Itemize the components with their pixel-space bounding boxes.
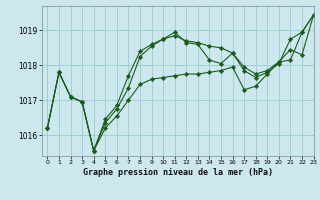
X-axis label: Graphe pression niveau de la mer (hPa): Graphe pression niveau de la mer (hPa) [83, 168, 273, 177]
